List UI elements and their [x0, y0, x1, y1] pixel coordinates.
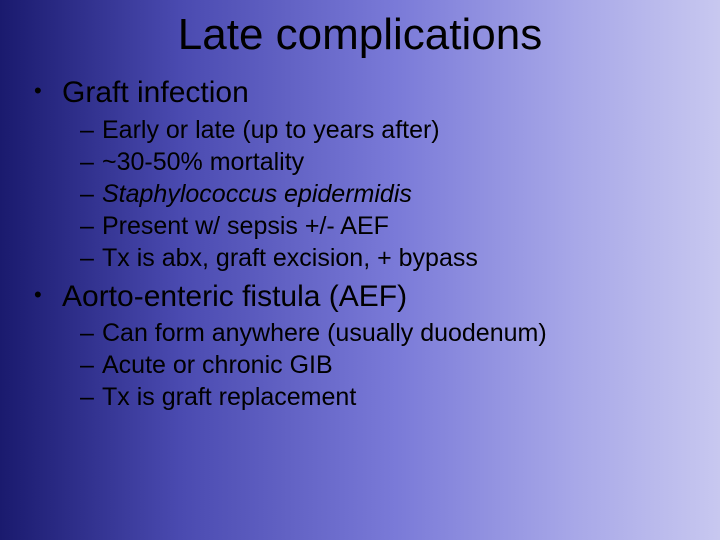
- sub-bullet: – ~30-50% mortality: [80, 146, 692, 178]
- sub-bullet: – Early or late (up to years after): [80, 114, 692, 146]
- dash-icon: –: [80, 146, 102, 178]
- dash-icon: –: [80, 242, 102, 274]
- dash-icon: –: [80, 114, 102, 146]
- sub-bullet-text: Tx is abx, graft excision, + bypass: [102, 242, 478, 274]
- sub-bullet-text: Tx is graft replacement: [102, 381, 356, 413]
- dash-icon: –: [80, 210, 102, 242]
- dash-icon: –: [80, 349, 102, 381]
- sub-bullet: – Present w/ sepsis +/- AEF: [80, 210, 692, 242]
- bullet-aef: • Aorto-enteric fistula (AEF): [28, 278, 692, 316]
- sub-bullet-text: Present w/ sepsis +/- AEF: [102, 210, 389, 242]
- dash-icon: –: [80, 317, 102, 349]
- slide: Late complications • Graft infection – E…: [0, 0, 720, 540]
- bullet-list: • Graft infection – Early or late (up to…: [28, 74, 692, 413]
- sub-bullet-text: Can form anywhere (usually duodenum): [102, 317, 547, 349]
- sub-bullet: – Acute or chronic GIB: [80, 349, 692, 381]
- sub-bullet: – Tx is abx, graft excision, + bypass: [80, 242, 692, 274]
- sub-bullet-text: ~30-50% mortality: [102, 146, 304, 178]
- slide-title: Late complications: [28, 10, 692, 60]
- sub-bullet: – Tx is graft replacement: [80, 381, 692, 413]
- dash-icon: –: [80, 178, 102, 210]
- sub-bullet-text: Early or late (up to years after): [102, 114, 440, 146]
- bullet-graft-infection: • Graft infection: [28, 74, 692, 112]
- sub-bullet: – Staphylococcus epidermidis: [80, 178, 692, 210]
- bullet-marker-icon: •: [28, 74, 62, 107]
- dash-icon: –: [80, 381, 102, 413]
- sub-bullet-text-italic: Staphylococcus epidermidis: [102, 178, 412, 210]
- sub-bullet-text: Acute or chronic GIB: [102, 349, 333, 381]
- bullet-marker-icon: •: [28, 278, 62, 311]
- bullet-text: Graft infection: [62, 74, 249, 112]
- sub-bullet: – Can form anywhere (usually duodenum): [80, 317, 692, 349]
- bullet-text: Aorto-enteric fistula (AEF): [62, 278, 407, 316]
